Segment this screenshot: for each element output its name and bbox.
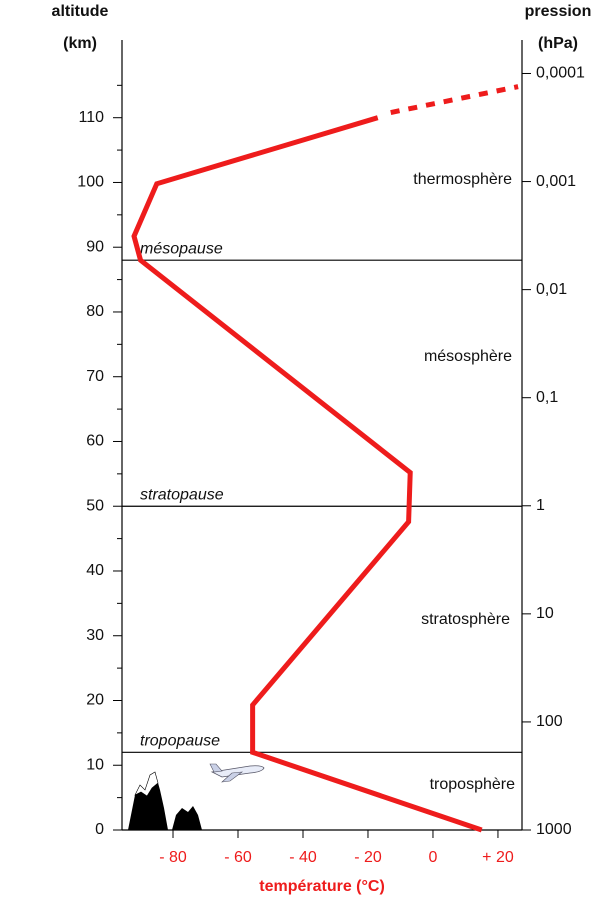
y2-tick-label: 100 [536,713,563,730]
y-tick-label: 100 [77,174,104,191]
boundary-label: stratopause [140,486,224,503]
y-title: altitude [52,3,109,20]
boundary-label: mésopause [140,240,223,257]
y-tick-label: 10 [86,756,104,773]
x-title: température (°C) [259,878,385,895]
y-tick-label: 30 [86,627,104,644]
boundary-label: tropopause [140,733,220,750]
layer-label: troposphère [430,776,515,793]
x-tick-label: - 20 [354,849,382,866]
x-tick-label: - 80 [159,849,187,866]
y2-tick-label: 0,001 [536,173,576,190]
y2-tick-label: 1 [536,497,545,514]
mountains [128,771,202,830]
y2-tick-label: 0,1 [536,389,558,406]
y-tick-label: 110 [78,109,104,126]
y-tick-label: 0 [95,821,104,838]
y2-title: (hPa) [538,35,578,52]
y-tick-label: 20 [86,692,104,709]
x-tick-label: 0 [429,849,438,866]
layer-label: mésosphère [424,348,512,365]
y2-tick-label: 1000 [536,821,572,838]
airplane [209,763,265,783]
y-tick-label: 60 [86,433,104,450]
y2-tick-label: 0,0001 [536,65,585,82]
x-tick-label: - 40 [289,849,317,866]
y-title: (km) [63,35,97,52]
layer-label: stratosphère [421,611,510,628]
temperature-line [131,115,483,833]
x-tick-label: - 60 [224,849,252,866]
y2-title: pression [525,3,592,20]
y2-tick-label: 10 [536,605,554,622]
y-tick-label: 40 [86,562,104,579]
layer-label: thermosphère [413,171,512,188]
y2-tick-label: 0,01 [536,281,567,298]
temperature-line [390,84,519,115]
y-tick-label: 70 [86,368,104,385]
y-tick-label: 50 [86,497,104,514]
y-tick-label: 80 [86,303,104,320]
x-tick-label: + 20 [482,849,514,866]
y-tick-label: 90 [86,238,104,255]
